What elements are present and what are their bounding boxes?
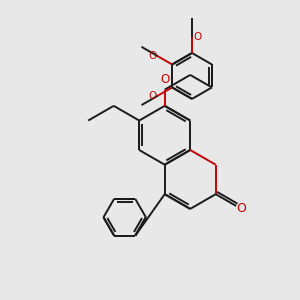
Text: O: O: [194, 32, 202, 42]
Text: O: O: [148, 91, 157, 100]
Text: O: O: [160, 73, 169, 86]
Text: O: O: [148, 51, 157, 62]
Text: O: O: [236, 202, 246, 215]
